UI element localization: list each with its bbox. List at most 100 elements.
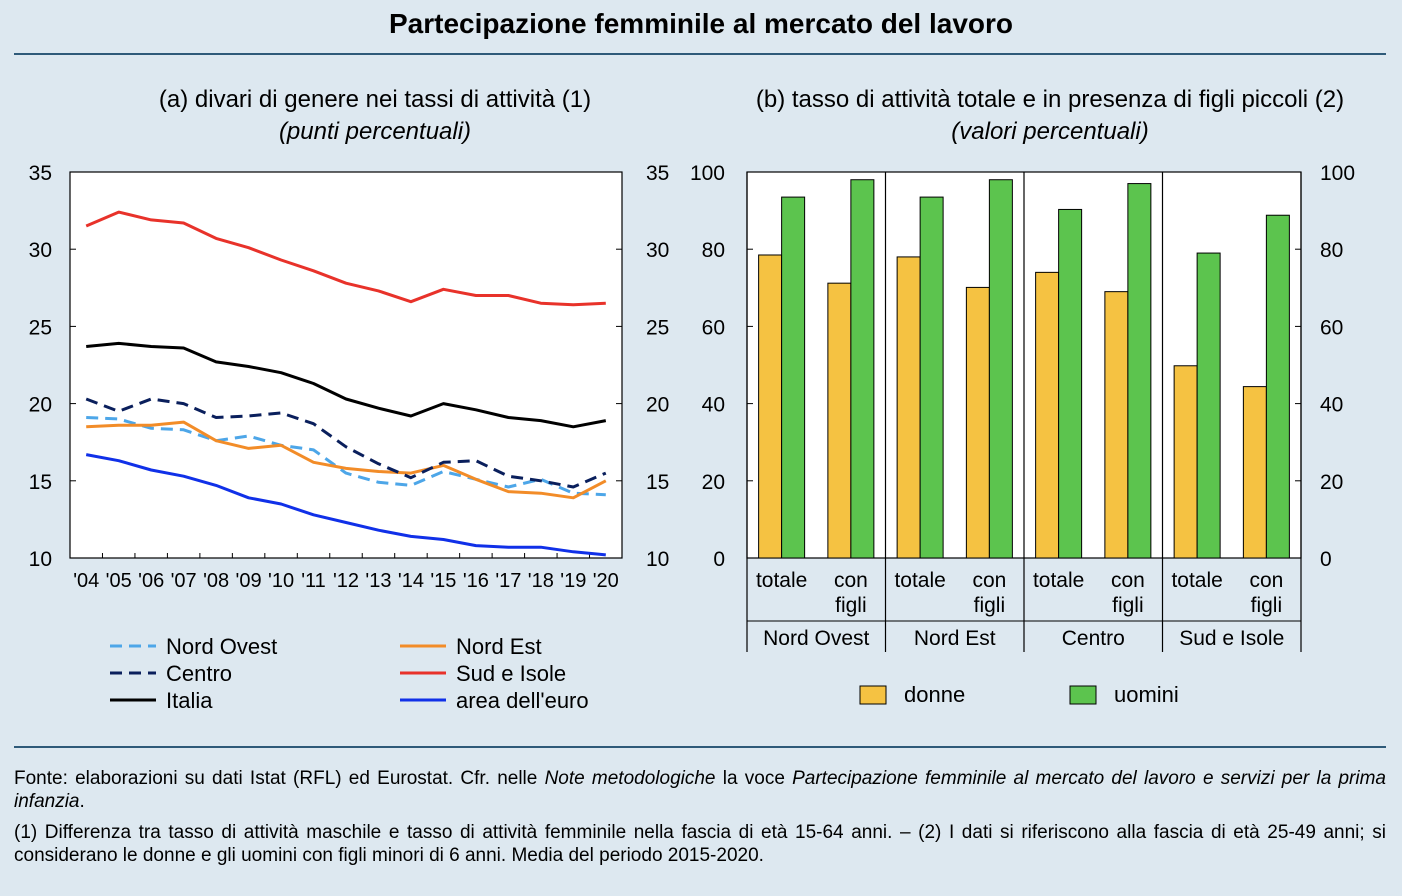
y-tick-left-30: 30 [29, 239, 52, 262]
y-tick-left-80: 80 [702, 239, 725, 262]
group-label-nord-est: Nord Est [914, 627, 996, 650]
x-tick-06: '06 [138, 570, 164, 592]
y-tick-left-10: 10 [29, 548, 52, 571]
x-tick-17: '17 [495, 570, 521, 592]
x-tick-13: '13 [365, 570, 391, 592]
footnote-source: Fonte: elaborazioni su dati Istat (RFL) … [14, 768, 1386, 812]
y-tick-right-0: 0 [1320, 548, 1332, 571]
bar-donne-2 [896, 256, 921, 559]
y-tick-right-20: 20 [646, 394, 669, 417]
legend-label-uomini: uomini [1114, 682, 1179, 707]
top-divider [14, 53, 1386, 55]
x-tick-con-figli-7: figli [1251, 594, 1283, 617]
panel-a-title: (a) divari di genere nei tassi di attivi… [158, 86, 592, 113]
bar-uomini-4 [1058, 208, 1083, 559]
legend-swatch-donne [859, 685, 887, 705]
series-line-area-dell-euro [85, 453, 606, 557]
legend-label-centro: Centro [166, 661, 232, 686]
bar-uomini-6 [1196, 252, 1221, 559]
y-tick-right-100: 100 [1320, 162, 1355, 185]
legend-swatch-uomini [1069, 685, 1097, 705]
panel-b-subtitle: (valori percentuali) [951, 118, 1149, 145]
footnote-notes: (1) Differenza tra tasso di attività mas… [14, 822, 1386, 866]
group-label-centro: Centro [1062, 627, 1125, 650]
bar-uomini-2 [919, 196, 944, 559]
x-tick-05: '05 [106, 570, 132, 592]
bar-donne-3 [965, 286, 990, 559]
series-line-centro [85, 397, 607, 489]
x-tick-con-figli-1: figli [835, 594, 867, 617]
series-line-nord-ovest [86, 416, 606, 497]
series-line-nord-est [86, 420, 607, 500]
x-tick-11: '11 [301, 570, 326, 592]
x-tick-con-figli-7: con [1249, 569, 1283, 592]
series-line-italia [86, 341, 607, 429]
x-tick-04: '04 [73, 570, 99, 592]
y-tick-right-60: 60 [1320, 316, 1343, 339]
bar-donne-1 [827, 282, 852, 559]
y-tick-left-40: 40 [702, 394, 725, 417]
y-tick-left-15: 15 [29, 471, 52, 494]
x-tick-19: '19 [560, 570, 586, 592]
panel-b-title: (b) tasso di attività totale e in presen… [755, 86, 1345, 113]
y-tick-left-20: 20 [29, 394, 52, 417]
y-tick-left-35: 35 [29, 162, 52, 185]
x-tick-con-figli-5: figli [1112, 594, 1144, 617]
y-tick-left-0: 0 [713, 548, 725, 571]
y-tick-left-20: 20 [702, 471, 725, 494]
x-tick-08: '08 [203, 570, 229, 592]
bar-donne-4 [1035, 271, 1060, 559]
bar-uomini-0 [781, 196, 806, 559]
bar-uomini-7 [1265, 214, 1290, 559]
x-tick-09: '09 [236, 570, 262, 592]
x-tick-15: '15 [430, 570, 456, 592]
x-tick-10: '10 [268, 570, 294, 592]
x-tick-con-figli-1: con [834, 569, 868, 592]
group-label-nord-ovest: Nord Ovest [763, 627, 869, 650]
x-tick-con-figli-5: con [1111, 569, 1145, 592]
x-tick-totale-2: totale [894, 569, 945, 592]
legend-label-sud-e-isole: Sud e Isole [456, 661, 566, 686]
legend-label-area-dell-euro: area dell'euro [456, 688, 589, 713]
bar-uomini-1 [850, 179, 875, 559]
x-tick-12: '12 [333, 570, 359, 592]
legend-label-donne: donne [904, 682, 965, 707]
bar-donne-5 [1104, 291, 1129, 559]
bar-uomini-3 [988, 179, 1013, 559]
x-tick-18: '18 [528, 570, 554, 592]
bar-donne-0 [758, 254, 783, 559]
line-chart-gender-gap: 10 10 15 15 20 20 25 25 30 30 35 35 '04 '05 '06 '07 '08 '… [29, 162, 670, 713]
y-tick-right-25: 25 [646, 316, 669, 339]
x-tick-20: '20 [593, 570, 619, 592]
series-line-sud-e-isole [85, 210, 606, 307]
y-tick-left-100: 100 [690, 162, 725, 185]
y-tick-right-40: 40 [1320, 394, 1343, 417]
panel-a-subtitle: (punti percentuali) [278, 118, 472, 145]
x-tick-totale-6: totale [1171, 569, 1222, 592]
bottom-divider [14, 746, 1386, 748]
y-tick-right-35: 35 [646, 162, 669, 185]
legend-label-nord-est: Nord Est [456, 634, 542, 659]
x-tick-07: '07 [171, 570, 197, 592]
bar-uomini-5 [1127, 183, 1152, 559]
y-tick-right-80: 80 [1320, 239, 1343, 262]
legend-label-nord-ovest: Nord Ovest [166, 634, 277, 659]
bar-donne-6 [1173, 365, 1198, 559]
x-tick-totale-0: totale [756, 569, 807, 592]
x-tick-14: '14 [398, 570, 424, 592]
y-tick-right-30: 30 [646, 239, 669, 262]
x-tick-con-figli-3: con [972, 569, 1006, 592]
bar-donne-7 [1242, 386, 1267, 559]
y-tick-left-25: 25 [29, 316, 52, 339]
y-tick-right-15: 15 [646, 471, 669, 494]
y-tick-left-60: 60 [702, 316, 725, 339]
page-title: Partecipazione femminile al mercato del … [389, 8, 1013, 39]
y-tick-right-10: 10 [646, 548, 669, 571]
y-tick-right-20: 20 [1320, 471, 1343, 494]
group-label-sud-e-isole: Sud e Isole [1179, 627, 1284, 650]
legend-label-italia: Italia [166, 688, 213, 713]
x-tick-con-figli-3: figli [974, 594, 1006, 617]
x-tick-totale-4: totale [1033, 569, 1084, 592]
x-tick-16: '16 [463, 570, 489, 592]
